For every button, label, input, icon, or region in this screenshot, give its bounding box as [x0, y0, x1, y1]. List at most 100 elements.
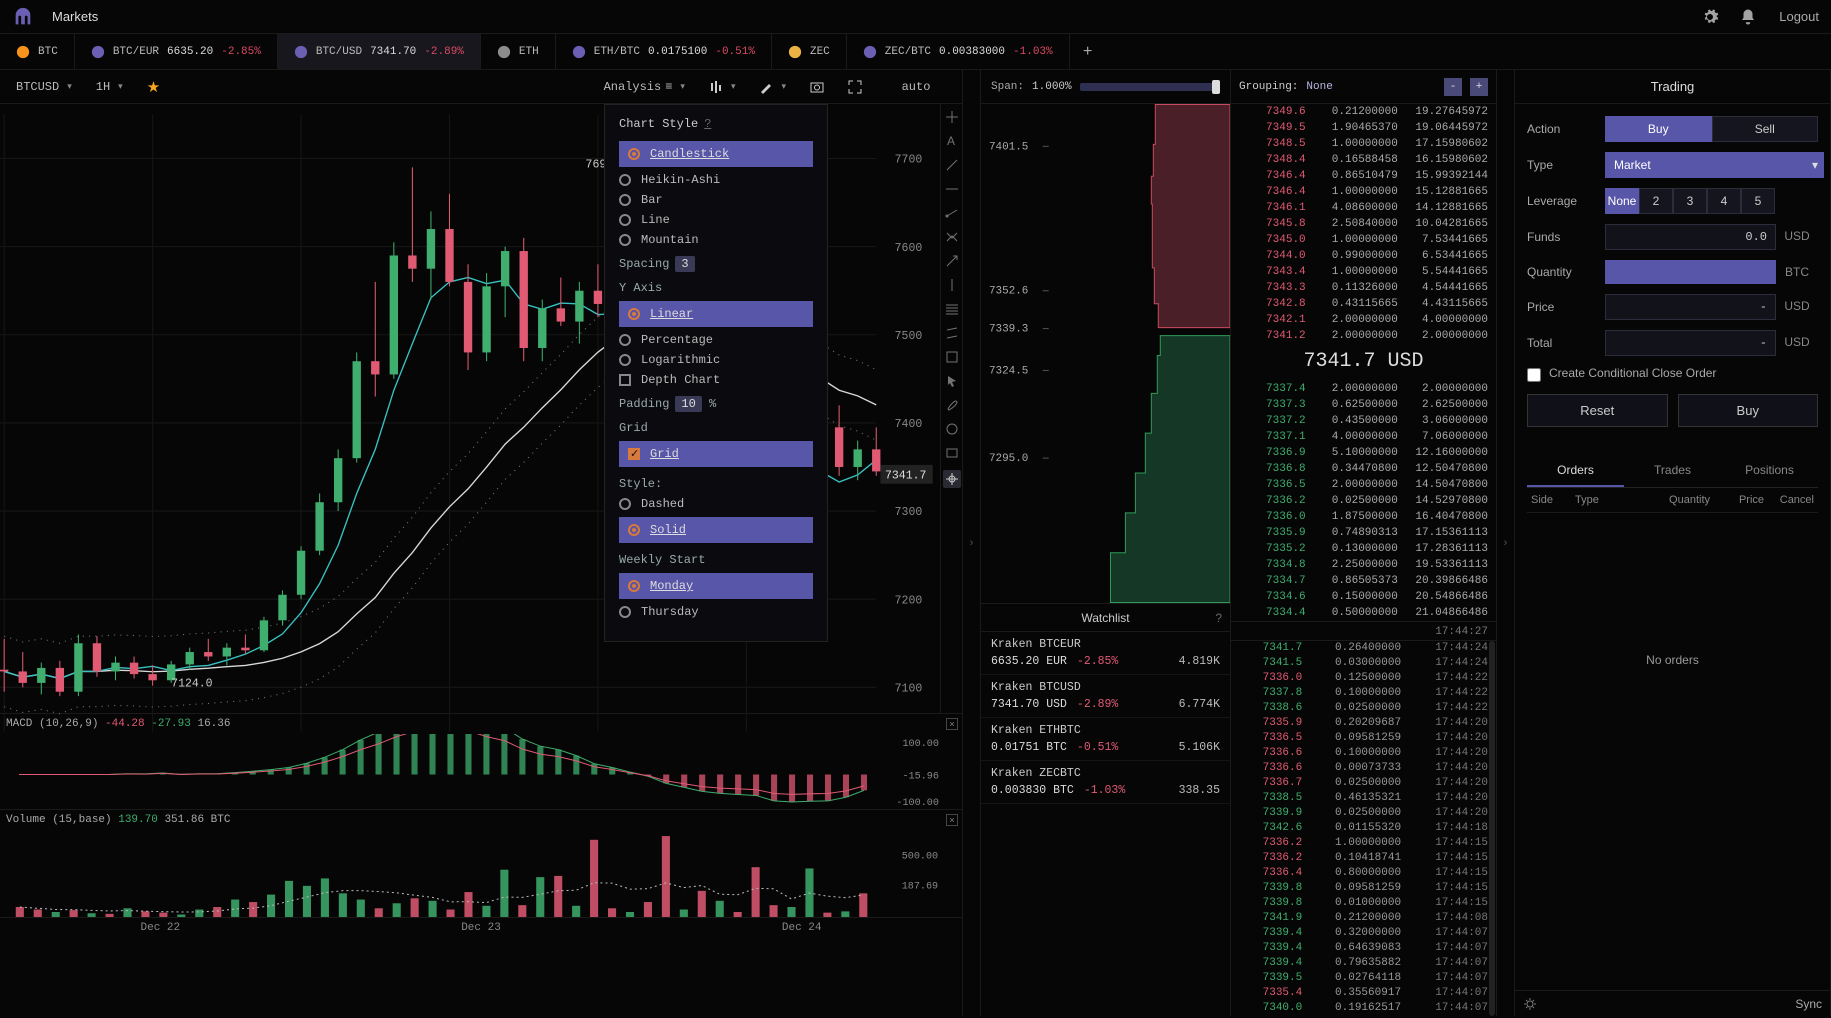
orderbook-row[interactable]: 7346.40.8651047915.99392144 — [1231, 168, 1496, 184]
volume-chart[interactable]: 500.00187.69 — [0, 830, 962, 919]
group-increment[interactable]: + — [1470, 78, 1488, 96]
orderbook-row[interactable]: 7344.00.990000006.53441665 — [1231, 248, 1496, 264]
orderbook-row[interactable]: 7341.22.000000002.00000000 — [1231, 328, 1496, 344]
orderbook-row[interactable]: 7334.82.2500000019.53361113 — [1231, 557, 1496, 573]
channel-icon[interactable] — [945, 326, 959, 340]
fullscreen-icon[interactable] — [838, 76, 872, 98]
orderbook-row[interactable]: 7349.60.2120000019.27645972 — [1231, 104, 1496, 120]
yaxis-radio[interactable]: Logarithmic — [619, 353, 813, 367]
measure-icon[interactable] — [945, 350, 959, 364]
depth-chart[interactable]: 7401.57352.67339.37324.57295.0 — [981, 104, 1230, 604]
help-icon[interactable]: ? — [704, 117, 711, 131]
grid-style-radio[interactable]: Solid — [619, 517, 813, 543]
orderbook-row[interactable]: 7342.12.000000004.00000000 — [1231, 312, 1496, 328]
collapse-handle[interactable]: › — [963, 70, 981, 1016]
fib-icon[interactable] — [945, 302, 959, 316]
total-input[interactable]: - — [1605, 330, 1776, 356]
sync-button[interactable]: Sync — [1795, 997, 1822, 1011]
snapshot-icon[interactable] — [800, 76, 834, 98]
orders-tab[interactable]: Positions — [1721, 455, 1818, 487]
draw-tool-icon[interactable] — [749, 76, 796, 98]
leverage-option[interactable]: 5 — [1741, 188, 1775, 214]
leverage-option[interactable]: None — [1605, 188, 1639, 214]
plus-icon[interactable] — [945, 110, 959, 124]
orderbook-row[interactable]: 7346.14.0860000014.12881665 — [1231, 200, 1496, 216]
depth-chart-checkbox[interactable]: Depth Chart — [619, 373, 813, 387]
market-tab[interactable]: ETH/BTC0.0175100-0.51% — [556, 34, 772, 69]
bell-icon[interactable] — [1739, 8, 1757, 26]
gear-icon[interactable] — [1701, 8, 1719, 26]
padding-input[interactable]: 10 — [675, 396, 701, 412]
orderbook-row[interactable]: 7345.01.000000007.53441665 — [1231, 232, 1496, 248]
orders-tab[interactable]: Trades — [1624, 455, 1721, 487]
price-input[interactable]: - — [1605, 294, 1776, 320]
chevron-down-icon[interactable]: ▾ — [1812, 158, 1818, 172]
orderbook-row[interactable]: 7334.60.1500000020.54866486 — [1231, 589, 1496, 605]
macd-chart[interactable]: 100.00-15.96-100.00 — [0, 734, 962, 811]
add-tab-button[interactable]: + — [1070, 34, 1106, 69]
leverage-option[interactable]: 3 — [1673, 188, 1707, 214]
market-tab[interactable]: ETH — [481, 34, 556, 69]
reset-button[interactable]: Reset — [1527, 394, 1668, 427]
orderbook-row[interactable]: 7342.80.431156654.43115665 — [1231, 296, 1496, 312]
orders-tab[interactable]: Orders — [1527, 455, 1624, 487]
buy-button[interactable]: Buy — [1678, 394, 1819, 427]
arrow-icon[interactable] — [945, 254, 959, 268]
chart-style-radio[interactable]: Bar — [619, 193, 813, 207]
scrollbar[interactable] — [1489, 641, 1495, 1016]
orderbook-row[interactable]: 7337.20.435000003.06000000 — [1231, 413, 1496, 429]
grouping-value[interactable]: None — [1306, 81, 1332, 93]
orderbook-row[interactable]: 7343.41.000000005.54441665 — [1231, 264, 1496, 280]
orderbook-row[interactable]: 7336.95.1000000012.16000000 — [1231, 445, 1496, 461]
chart-style-radio[interactable]: Line — [619, 213, 813, 227]
group-decrement[interactable]: - — [1444, 78, 1462, 96]
market-tab[interactable]: ZEC/BTC0.00383000-1.03% — [847, 34, 1070, 69]
macd-pane[interactable]: MACD (10,26,9) -44.28 -27.93 16.36 × 100… — [0, 714, 962, 810]
market-tab[interactable]: BTC/USD7341.70-2.89% — [278, 34, 481, 69]
close-icon[interactable]: × — [946, 814, 958, 826]
brush-icon[interactable] — [945, 398, 959, 412]
orderbook-row[interactable]: 7348.51.0000000017.15980602 — [1231, 136, 1496, 152]
orderbook-row[interactable]: 7336.01.8750000016.40470800 — [1231, 509, 1496, 525]
watchlist-item[interactable]: Kraken ZECBTC0.003830 BTC-1.03%338.35 — [981, 761, 1230, 804]
spacing-input[interactable]: 3 — [675, 256, 694, 272]
horizontal-line-icon[interactable] — [945, 182, 959, 196]
orderbook-row[interactable]: 7335.20.1300000017.28361113 — [1231, 541, 1496, 557]
funds-input[interactable]: 0.0 — [1605, 224, 1776, 250]
watchlist-item[interactable]: Kraken BTCEUR6635.20 EUR-2.85%4.819K — [981, 632, 1230, 675]
help-icon[interactable]: ? — [1215, 611, 1222, 625]
chart-style-radio[interactable]: Heikin-Ashi — [619, 173, 813, 187]
chart-area[interactable]: 71007200730074007500760077007341.77690.5… — [0, 104, 962, 714]
leverage-option[interactable]: 4 — [1707, 188, 1741, 214]
grid-style-radio[interactable]: Dashed — [619, 497, 813, 511]
close-icon[interactable]: × — [946, 718, 958, 730]
gear-icon[interactable] — [1523, 997, 1537, 1011]
pointer-icon[interactable] — [945, 374, 959, 388]
circle-icon[interactable] — [945, 422, 959, 436]
orderbook-row[interactable]: 7336.80.3447080012.50470800 — [1231, 461, 1496, 477]
week-start-radio[interactable]: Thursday — [619, 605, 813, 619]
orderbook-row[interactable]: 7348.40.1658845816.15980602 — [1231, 152, 1496, 168]
leverage-option[interactable]: 2 — [1639, 188, 1673, 214]
watchlist-item[interactable]: Kraken BTCUSD7341.70 USD-2.89%6.774K — [981, 675, 1230, 718]
buy-tab[interactable]: Buy — [1605, 116, 1712, 142]
rect-icon[interactable] — [945, 446, 959, 460]
orderbook-row[interactable]: 7337.14.000000007.06000000 — [1231, 429, 1496, 445]
text-icon[interactable]: A — [945, 134, 959, 148]
orderbook-row[interactable]: 7337.30.625000002.62500000 — [1231, 397, 1496, 413]
span-slider[interactable] — [1080, 83, 1220, 91]
collapse-handle[interactable]: › — [1497, 70, 1515, 1016]
watchlist-item[interactable]: Kraken ETHBTC0.01751 BTC-0.51%5.106K — [981, 718, 1230, 761]
market-tab[interactable]: BTC/EUR6635.20-2.85% — [75, 34, 278, 69]
sell-tab[interactable]: Sell — [1712, 116, 1819, 142]
week-start-radio[interactable]: Monday — [619, 573, 813, 599]
orderbook-row[interactable]: 7345.82.5084000010.04281665 — [1231, 216, 1496, 232]
orderbook-row[interactable]: 7343.30.113260004.54441665 — [1231, 280, 1496, 296]
volume-pane[interactable]: Volume (15,base) 139.70 351.86 BTC × 500… — [0, 810, 962, 918]
crosshair-icon[interactable] — [943, 470, 961, 488]
orderbook-row[interactable]: 7336.20.0250000014.52970800 — [1231, 493, 1496, 509]
orderbook-row[interactable]: 7346.41.0000000015.12881665 — [1231, 184, 1496, 200]
quantity-input[interactable] — [1605, 260, 1776, 284]
trend-icon[interactable] — [945, 230, 959, 244]
chart-style-radio[interactable]: Mountain — [619, 233, 813, 247]
